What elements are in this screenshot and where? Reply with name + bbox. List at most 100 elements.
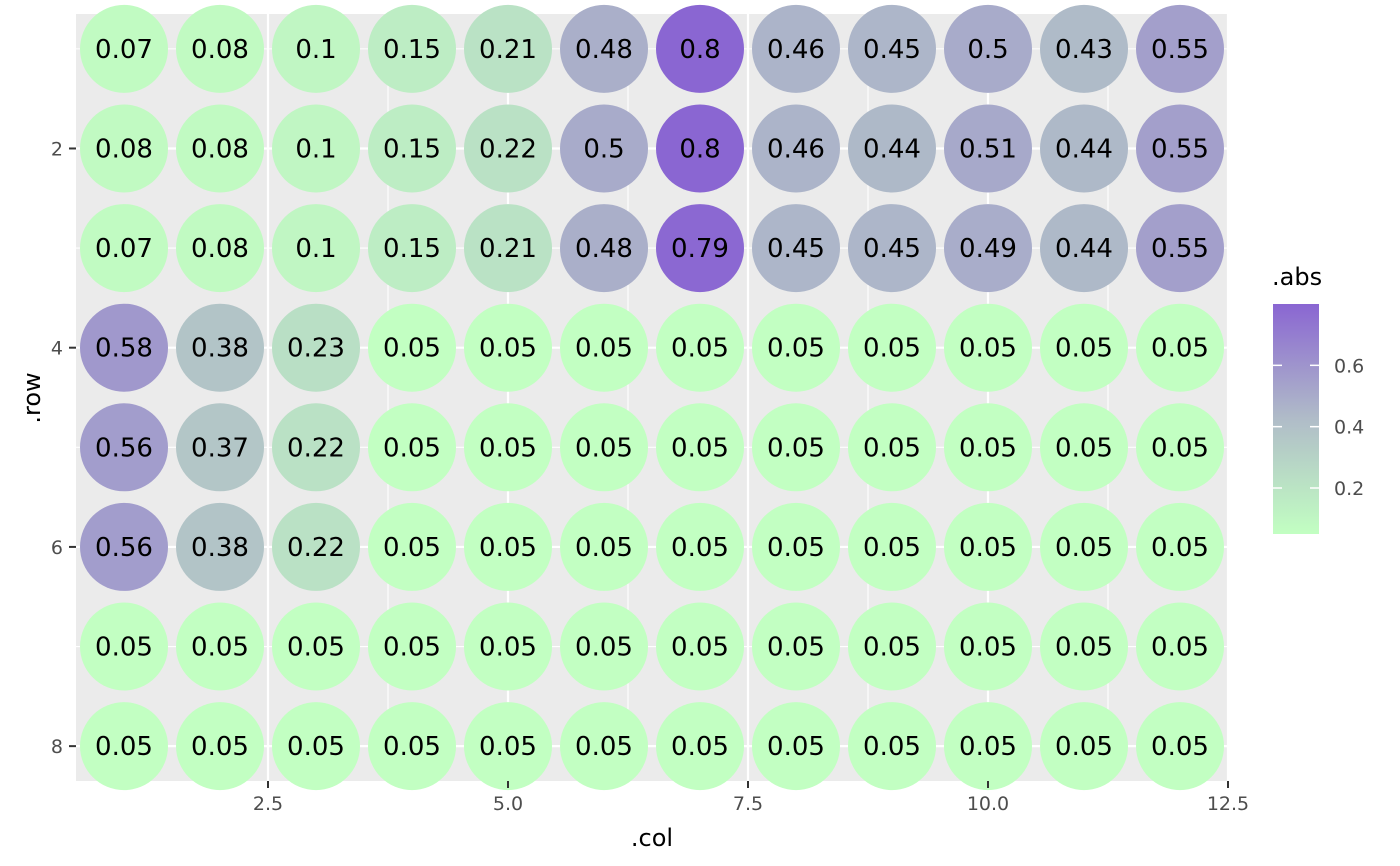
data-point-r8-c12 bbox=[1136, 702, 1224, 791]
data-point-r2-c9 bbox=[848, 104, 936, 193]
legend-colorbar bbox=[1273, 304, 1319, 534]
data-label-r1-c7: 0.8 bbox=[679, 35, 720, 65]
data-label-r6-c4: 0.05 bbox=[383, 533, 441, 563]
data-label-r3-c8: 0.45 bbox=[767, 234, 825, 264]
data-label-r3-c4: 0.15 bbox=[383, 234, 441, 264]
data-label-r7-c2: 0.05 bbox=[191, 633, 249, 663]
data-point-r6-c6 bbox=[560, 502, 648, 591]
data-label-r1-c12: 0.55 bbox=[1151, 35, 1209, 65]
data-label-r7-c5: 0.05 bbox=[479, 633, 537, 663]
data-point-r2-c7 bbox=[656, 104, 744, 193]
data-point-r7-c7 bbox=[656, 602, 744, 691]
data-label-r1-c8: 0.46 bbox=[767, 35, 825, 65]
data-point-r3-c10 bbox=[944, 204, 1032, 293]
data-point-r3-c3 bbox=[272, 204, 360, 293]
data-point-r3-c9 bbox=[848, 204, 936, 293]
data-point-r3-c8 bbox=[752, 204, 840, 293]
color-legend: .abs 0.2 0.4 0.6 bbox=[1272, 263, 1364, 534]
data-label-r7-c7: 0.05 bbox=[671, 633, 729, 663]
data-label-r6-c12: 0.05 bbox=[1151, 533, 1209, 563]
data-point-r8-c1 bbox=[80, 702, 168, 791]
data-point-r2-c12 bbox=[1136, 104, 1224, 193]
data-point-r1-c6 bbox=[560, 4, 648, 93]
data-label-r5-c2: 0.37 bbox=[191, 433, 249, 463]
data-point-r1-c3 bbox=[272, 4, 360, 93]
data-label-r6-c1: 0.56 bbox=[95, 533, 153, 563]
data-label-r2-c3: 0.1 bbox=[295, 134, 336, 164]
data-point-r7-c3 bbox=[272, 602, 360, 691]
data-label-r5-c11: 0.05 bbox=[1055, 433, 1113, 463]
data-point-r3-c7 bbox=[656, 204, 744, 293]
data-label-r8-c2: 0.05 bbox=[191, 732, 249, 762]
data-point-r4-c4 bbox=[368, 303, 456, 392]
data-point-r2-c5 bbox=[464, 104, 552, 193]
data-label-r7-c6: 0.05 bbox=[575, 633, 633, 663]
legend-tick-label: 0.4 bbox=[1334, 417, 1364, 439]
data-label-r5-c8: 0.05 bbox=[767, 433, 825, 463]
x-axis: 2.5 5.0 7.5 10.0 12.5 bbox=[253, 781, 1249, 815]
data-label-r7-c9: 0.05 bbox=[863, 633, 921, 663]
data-point-r1-c11 bbox=[1040, 4, 1128, 93]
data-label-r2-c7: 0.8 bbox=[679, 134, 720, 164]
data-label-r7-c4: 0.05 bbox=[383, 633, 441, 663]
data-point-r6-c3 bbox=[272, 502, 360, 591]
data-label-r5-c12: 0.05 bbox=[1151, 433, 1209, 463]
data-label-r2-c12: 0.55 bbox=[1151, 134, 1209, 164]
data-label-r8-c6: 0.05 bbox=[575, 732, 633, 762]
data-label-r3-c1: 0.07 bbox=[95, 234, 153, 264]
data-point-r2-c3 bbox=[272, 104, 360, 193]
x-tick-label: 10.0 bbox=[967, 793, 1009, 815]
data-point-r6-c10 bbox=[944, 502, 1032, 591]
legend-title: .abs bbox=[1272, 263, 1322, 291]
data-point-r7-c12 bbox=[1136, 602, 1224, 691]
data-label-r4-c7: 0.05 bbox=[671, 334, 729, 364]
data-point-r3-c2 bbox=[176, 204, 264, 293]
data-point-r1-c12 bbox=[1136, 4, 1224, 93]
data-label-r2-c2: 0.08 bbox=[191, 134, 249, 164]
data-label-r3-c2: 0.08 bbox=[191, 234, 249, 264]
data-label-r5-c1: 0.56 bbox=[95, 433, 153, 463]
x-tick-label: 7.5 bbox=[733, 793, 763, 815]
data-point-r6-c9 bbox=[848, 502, 936, 591]
data-point-r5-c6 bbox=[560, 403, 648, 492]
x-axis-title: .col bbox=[631, 824, 673, 852]
data-label-r5-c10: 0.05 bbox=[959, 433, 1017, 463]
data-point-r8-c9 bbox=[848, 702, 936, 791]
data-label-r4-c9: 0.05 bbox=[863, 334, 921, 364]
data-point-r7-c5 bbox=[464, 602, 552, 691]
data-point-r4-c9 bbox=[848, 303, 936, 392]
data-point-r8-c5 bbox=[464, 702, 552, 791]
data-label-r4-c12: 0.05 bbox=[1151, 334, 1209, 364]
data-point-r5-c11 bbox=[1040, 403, 1128, 492]
data-label-r3-c3: 0.1 bbox=[295, 234, 336, 264]
data-label-r6-c7: 0.05 bbox=[671, 533, 729, 563]
data-label-r7-c10: 0.05 bbox=[959, 633, 1017, 663]
data-label-r5-c3: 0.22 bbox=[287, 433, 345, 463]
data-label-r6-c11: 0.05 bbox=[1055, 533, 1113, 563]
data-label-r3-c10: 0.49 bbox=[959, 234, 1017, 264]
data-label-r6-c5: 0.05 bbox=[479, 533, 537, 563]
y-tick-label: 8 bbox=[51, 736, 63, 758]
data-label-r5-c9: 0.05 bbox=[863, 433, 921, 463]
data-point-r8-c10 bbox=[944, 702, 1032, 791]
data-label-r6-c2: 0.38 bbox=[191, 533, 249, 563]
data-label-r3-c7: 0.79 bbox=[671, 234, 729, 264]
data-point-r6-c12 bbox=[1136, 502, 1224, 591]
data-point-r1-c7 bbox=[656, 4, 744, 93]
data-point-r7-c9 bbox=[848, 602, 936, 691]
data-label-r6-c8: 0.05 bbox=[767, 533, 825, 563]
data-label-r4-c6: 0.05 bbox=[575, 334, 633, 364]
data-label-r6-c3: 0.22 bbox=[287, 533, 345, 563]
y-tick-label: 4 bbox=[51, 338, 63, 360]
data-point-r5-c2 bbox=[176, 403, 264, 492]
data-point-r8-c8 bbox=[752, 702, 840, 791]
data-label-r5-c6: 0.05 bbox=[575, 433, 633, 463]
data-point-r3-c1 bbox=[80, 204, 168, 293]
data-point-r1-c4 bbox=[368, 4, 456, 93]
data-point-r8-c6 bbox=[560, 702, 648, 791]
y-tick-label: 6 bbox=[51, 537, 63, 559]
legend-tick-label: 0.2 bbox=[1334, 478, 1364, 500]
data-label-r2-c4: 0.15 bbox=[383, 134, 441, 164]
data-label-r8-c4: 0.05 bbox=[383, 732, 441, 762]
